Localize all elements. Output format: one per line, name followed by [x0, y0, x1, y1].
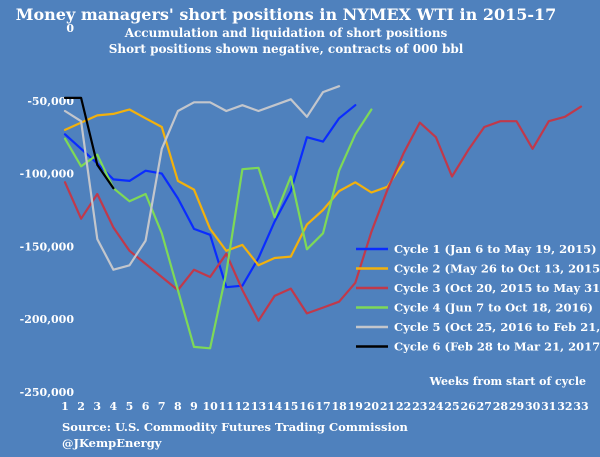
- x-tick-label: 29: [509, 400, 524, 413]
- x-tick-label: 11: [219, 400, 234, 413]
- x-axis-ticks: 1 2 3 4 5 6 7 8 9 10 11 12 13 14 15 16 17 18 19 20 21 22 23 24 2…: [61, 400, 588, 413]
- x-tick-label: 21: [380, 400, 395, 413]
- x-tick-label: 16: [299, 400, 315, 413]
- x-axis-label: Weeks from start of cycle: [429, 375, 586, 388]
- series-lines: [63, 85, 583, 350]
- legend-label-6: Cycle 6 (Feb 28 to Mar 21, 2017): [394, 340, 600, 354]
- y-tick-label: -150,000: [20, 240, 75, 253]
- chart-title: Money managers' short positions in NYMEX…: [16, 5, 557, 24]
- x-tick-label: 5: [126, 400, 134, 413]
- x-tick-label: 14: [267, 400, 283, 413]
- series-line-4: [63, 108, 373, 350]
- legend-label-4: Cycle 4 (Jun 7 to Oct 18, 2016): [394, 301, 593, 315]
- y-tick-label: -250,000: [20, 386, 75, 399]
- legend: Cycle 1 (Jan 6 to May 19, 2015) Cycle 2 (…: [356, 242, 600, 354]
- x-tick-label: 27: [477, 400, 492, 413]
- x-tick-label: 13: [251, 400, 266, 413]
- x-tick-label: 19: [348, 400, 363, 413]
- x-tick-label: 10: [202, 400, 218, 413]
- x-tick-label: 32: [557, 400, 572, 413]
- x-tick-label: 8: [174, 400, 182, 413]
- x-tick-label: 25: [444, 400, 459, 413]
- x-tick-label: 3: [93, 400, 101, 413]
- x-tick-label: 15: [283, 400, 298, 413]
- x-tick-label: 24: [428, 400, 444, 413]
- chart-subtitle-1: Accumulation and liquidation of short po…: [124, 26, 448, 40]
- legend-label-3: Cycle 3 (Oct 20, 2015 to May 31, 2016): [394, 281, 600, 295]
- x-tick-label: 31: [541, 400, 556, 413]
- y-tick-label: -100,000: [20, 168, 75, 181]
- x-tick-label: 23: [412, 400, 427, 413]
- x-tick-label: 2: [77, 400, 85, 413]
- legend-label-5: Cycle 5 (Oct 25, 2016 to Feb 21, 2017): [394, 320, 600, 334]
- x-tick-label: 22: [396, 400, 411, 413]
- y-axis-ticks: 0 -50,000 -100,000 -150,000 -200,000 -250,000: [20, 22, 75, 399]
- chart-subtitle-2: Short positions shown negative, contract…: [109, 42, 464, 56]
- x-tick-label: 7: [158, 400, 166, 413]
- x-tick-label: 6: [142, 400, 150, 413]
- x-tick-label: 1: [61, 400, 69, 413]
- x-tick-label: 9: [190, 400, 198, 413]
- y-tick-label: -200,000: [20, 313, 75, 326]
- source-line-2: @JKempEnergy: [62, 436, 162, 450]
- legend-label-1: Cycle 1 (Jan 6 to May 19, 2015): [394, 242, 597, 256]
- series-line-6: [63, 96, 115, 190]
- x-tick-label: 26: [460, 400, 476, 413]
- series-line-1: [63, 104, 357, 289]
- x-tick-label: 18: [331, 400, 347, 413]
- series-line-5: [63, 85, 341, 271]
- y-tick-label: 0: [66, 22, 74, 35]
- x-tick-label: 30: [525, 400, 541, 413]
- legend-label-2: Cycle 2 (May 26 to Oct 13, 2015): [394, 262, 600, 276]
- x-tick-label: 12: [235, 400, 250, 413]
- source-line-1: Source: U.S. Commodity Futures Trading C…: [62, 420, 408, 434]
- x-tick-label: 20: [364, 400, 380, 413]
- series-line-2: [63, 108, 405, 267]
- x-tick-label: 28: [493, 400, 509, 413]
- x-tick-label: 33: [573, 400, 588, 413]
- x-tick-label: 17: [315, 400, 330, 413]
- x-tick-label: 4: [110, 400, 118, 413]
- series-line-3: [63, 105, 583, 322]
- y-tick-label: -50,000: [27, 95, 74, 108]
